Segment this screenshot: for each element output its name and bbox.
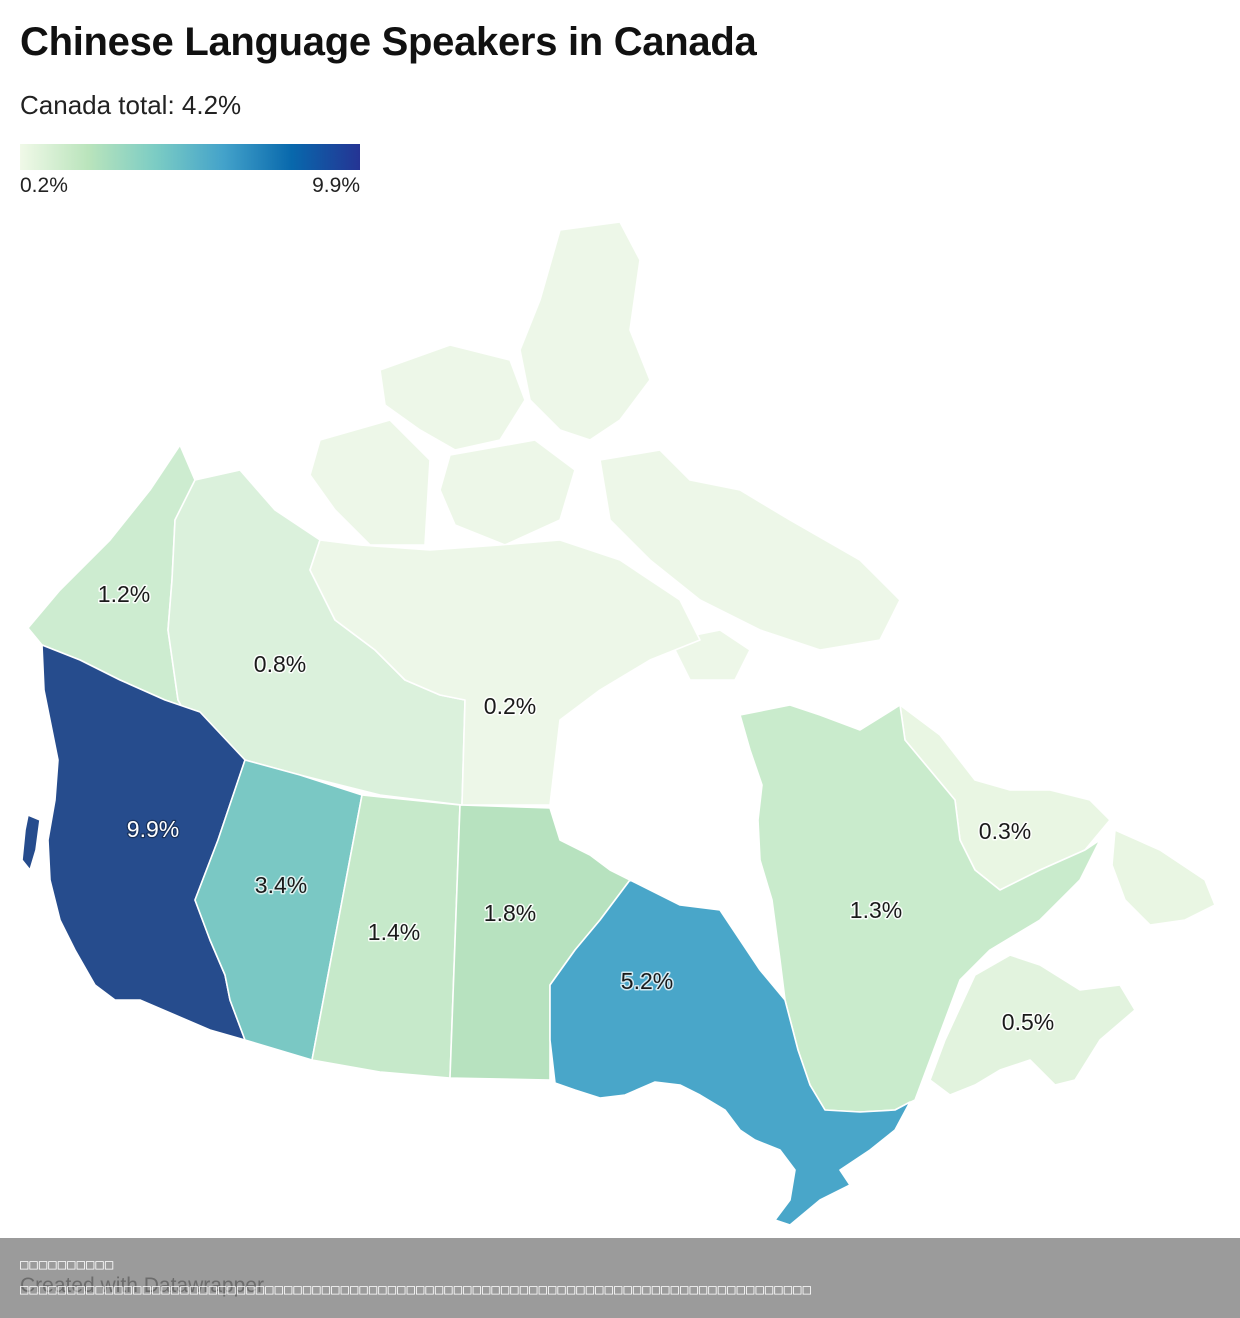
- region-value-label: 1.4%: [368, 919, 420, 945]
- arctic-island-baffin[interactable]: [519, 221, 651, 441]
- region-value-label: 1.8%: [484, 900, 536, 926]
- region-value-label: 3.4%: [255, 872, 307, 898]
- arctic-island-victoria[interactable]: [309, 419, 431, 546]
- region-value-label: 5.2%: [621, 968, 673, 994]
- region-value-label: 0.3%: [979, 818, 1031, 844]
- arctic-island-central[interactable]: [439, 439, 576, 546]
- color-legend: 0.2% 9.9%: [20, 144, 360, 200]
- region-quebec[interactable]: [739, 704, 1101, 1113]
- legend-gradient-bar: [20, 144, 360, 170]
- map-subtitle: Canada total: 4.2%: [20, 90, 242, 120]
- region-value-label: 1.2%: [98, 581, 150, 607]
- datawrapper-credit: Created with Datawrapper: [20, 1274, 264, 1297]
- footer-bar: □□□□□□□□□□ Created with Datawrapper □□□□…: [0, 1238, 1240, 1318]
- region-nunavut[interactable]: [309, 539, 701, 806]
- arctic-islands: [309, 221, 901, 681]
- region-value-label: 0.8%: [254, 651, 306, 677]
- region-maritimes[interactable]: [929, 954, 1136, 1096]
- map-title: Chinese Language Speakers in Canada: [20, 20, 757, 64]
- region-value-label: 1.3%: [850, 897, 902, 923]
- legend-min-label: 0.2%: [20, 174, 68, 197]
- region-alberta[interactable]: [194, 759, 363, 1061]
- footer-text-line: □□□□□□□□□□: [20, 1257, 115, 1273]
- canada-map: 1.2% 0.8% 0.2% 9.9% 3.4% 1.4% 1.8% 5.2% 1.3% 0.3%…: [21, 221, 1216, 1226]
- region-value-label: 0.2%: [484, 693, 536, 719]
- region-saskatchewan[interactable]: [311, 794, 461, 1079]
- legend-max-label: 9.9%: [312, 174, 360, 197]
- arctic-island-ellesmere[interactable]: [379, 344, 526, 451]
- region-haida-gwaii[interactable]: [21, 814, 41, 871]
- region-ontario[interactable]: [549, 879, 911, 1226]
- region-value-label: 0.5%: [1002, 1009, 1054, 1035]
- region-newfoundland-island[interactable]: [1111, 829, 1216, 926]
- region-value-label: 9.9%: [127, 816, 179, 842]
- arctic-island-east[interactable]: [599, 449, 901, 651]
- region-british-columbia[interactable]: [41, 644, 246, 1041]
- region-labels: 1.2% 0.8% 0.2% 9.9% 3.4% 1.4% 1.8% 5.2% 1.3% 0.3%…: [96, 580, 1055, 1037]
- footer-text-line: □□□□□□□□□□□□□□□□□□□□□□□□□□□□□□□□□□□□□□□□…: [20, 1282, 813, 1298]
